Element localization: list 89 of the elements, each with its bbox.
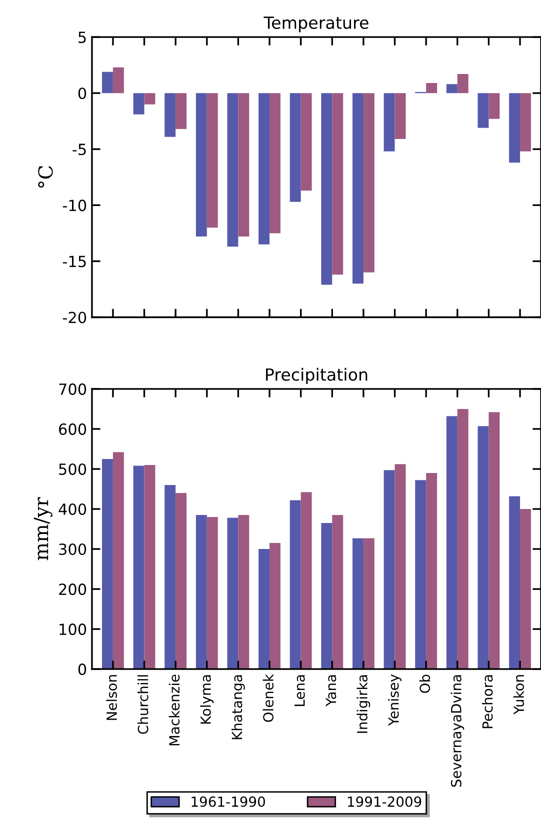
y-tick-label: 100 — [60, 624, 86, 636]
y-tick-label: 200 — [59, 584, 86, 596]
bar — [102, 458, 113, 670]
bar — [227, 93, 238, 247]
bar — [384, 470, 395, 670]
bar — [426, 472, 438, 670]
y-tick-label: 0 — [78, 664, 86, 676]
x-tick-label: SevernayaDvina — [450, 675, 464, 787]
bar — [300, 93, 312, 191]
bar — [290, 93, 301, 202]
y-tick-label: 400 — [58, 503, 86, 516]
x-tick-label: Kolyma — [200, 675, 214, 724]
x-tick-label: Yana — [326, 675, 336, 706]
y-tick-label: -10 — [62, 200, 86, 212]
bar — [384, 93, 395, 152]
chart-title: Temperature — [264, 16, 368, 32]
bar — [102, 72, 113, 94]
bar — [238, 515, 250, 670]
y-tick-label: 500 — [59, 463, 86, 475]
bar — [415, 480, 426, 670]
bar — [488, 93, 500, 119]
bar — [520, 93, 531, 152]
bar — [352, 93, 364, 284]
y-tick-label: -5 — [72, 144, 86, 156]
y-tick-label: 5 — [78, 32, 86, 44]
bar — [332, 93, 344, 275]
bar — [144, 464, 156, 670]
bar — [478, 426, 489, 670]
bar — [352, 538, 364, 670]
x-tick-label: Churchill — [138, 675, 148, 734]
bar — [488, 412, 500, 670]
legend-label: 1991-2009 — [348, 796, 422, 807]
bar — [196, 515, 207, 670]
y-tick-label: 0 — [78, 88, 86, 100]
bar — [112, 452, 124, 670]
y-tick-label: 700 — [59, 383, 86, 395]
bar — [363, 93, 374, 272]
bar — [446, 416, 458, 670]
bar — [426, 83, 438, 94]
bar — [520, 508, 531, 670]
bar — [133, 93, 144, 114]
x-tick-label: Khatanga — [231, 675, 245, 740]
chart-title: Precipitation — [266, 368, 368, 384]
bar — [133, 466, 144, 670]
bar — [270, 543, 280, 670]
bar — [196, 93, 207, 237]
bar — [238, 93, 250, 237]
x-tick-label: Olenek — [262, 674, 274, 722]
x-tick-label: Lena — [294, 675, 305, 706]
bar — [206, 93, 218, 228]
x-tick-label: Indigirka — [356, 675, 370, 733]
x-tick-label: Yenisey — [388, 674, 402, 726]
bar — [270, 93, 280, 234]
bar — [478, 93, 489, 128]
bar — [363, 538, 374, 670]
bar — [258, 549, 270, 670]
y-axis-title: mm/yr — [34, 497, 52, 560]
y-axis-title: °C — [38, 166, 53, 188]
y-tick-label: 600 — [59, 423, 86, 435]
bar — [164, 484, 176, 670]
bar — [144, 93, 156, 104]
bar — [227, 518, 238, 670]
bar — [394, 464, 406, 670]
bar — [321, 93, 332, 285]
y-tick-label: -20 — [62, 312, 86, 324]
bar — [164, 93, 176, 137]
bar — [112, 67, 124, 94]
y-tick-label: 300 — [59, 543, 86, 556]
bar — [300, 492, 312, 670]
bar — [321, 523, 332, 670]
bar — [457, 74, 468, 94]
bar — [446, 84, 458, 94]
bar — [206, 517, 218, 670]
x-tick-label: Pechora — [482, 675, 493, 728]
x-tick-label: Nelson — [106, 675, 117, 720]
x-tick-label: Mackenzie — [168, 674, 180, 746]
x-tick-label: Yukon — [513, 675, 524, 715]
bar — [509, 496, 520, 670]
bar — [176, 492, 187, 670]
x-tick-label: Ob — [419, 674, 430, 693]
bar — [290, 500, 301, 670]
bar — [394, 93, 406, 140]
bar — [258, 93, 270, 244]
bar — [509, 93, 520, 163]
bar — [176, 93, 187, 129]
y-tick-label: -15 — [62, 256, 86, 268]
bar — [457, 408, 468, 670]
bar — [332, 515, 344, 670]
legend-label: 1961-1990 — [192, 796, 265, 807]
